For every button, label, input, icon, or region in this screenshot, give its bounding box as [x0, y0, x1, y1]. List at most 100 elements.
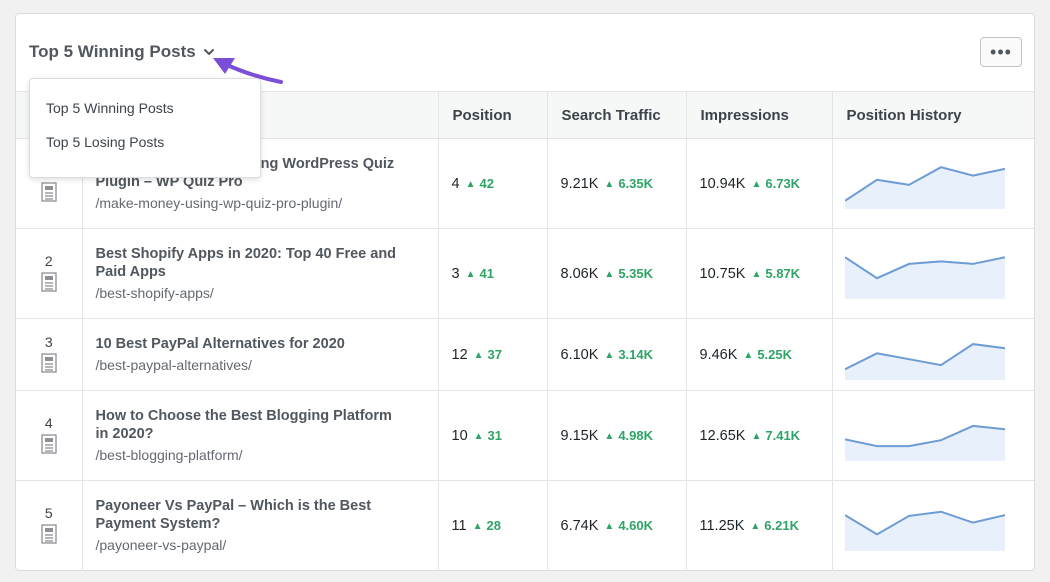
post-filter-dropdown: Top 5 Winning Posts Top 5 Losing Posts — [29, 78, 261, 178]
post-url: /payoneer-vs-paypal/ — [95, 536, 227, 553]
position-history-sparkline — [844, 424, 1005, 461]
post-url: /best-blogging-platform/ — [95, 446, 243, 463]
dropdown-item-losing[interactable]: Top 5 Losing Posts — [46, 134, 165, 150]
table-row: 2 Best Shopify Apps in 2020: Top 40 Free… — [16, 228, 1034, 319]
sparkline-area — [844, 343, 1005, 380]
impressions-cell: 10.75K ▲ 5.87K — [685, 228, 832, 319]
triangle-up-icon: ▲ — [751, 268, 762, 280]
traffic-cell: 9.15K ▲ 4.98K — [546, 390, 686, 481]
sparkline-line — [844, 255, 1005, 279]
impressions-value: 9.46K — [699, 346, 738, 363]
document-icon — [41, 524, 57, 544]
triangle-up-icon: ▲ — [465, 268, 476, 280]
position-cell: 3 ▲ 41 — [437, 228, 547, 319]
document-icon — [41, 181, 57, 202]
position-value: 3 — [451, 265, 460, 282]
impressions-value: 11.25K — [699, 517, 745, 534]
traffic-delta: 3.14K — [618, 346, 654, 362]
sparkline-line — [844, 510, 1005, 536]
impressions-delta: 7.41K — [765, 427, 801, 443]
traffic-cell: 8.06K ▲ 5.35K — [546, 228, 686, 319]
sparkline-area — [844, 166, 1005, 209]
post-url: /make-money-using-wp-quiz-pro-plugin/ — [95, 194, 343, 211]
position-history-sparkline — [844, 165, 1005, 209]
post-url: /best-shopify-apps/ — [95, 284, 214, 301]
triangle-up-icon: ▲ — [750, 520, 761, 532]
traffic-cell: 6.10K ▲ 3.14K — [546, 318, 686, 391]
traffic-delta: 4.98K — [618, 427, 654, 443]
traffic-delta: 5.35K — [618, 265, 654, 281]
rank-cell: 3 — [16, 319, 82, 391]
position-history-cell — [831, 228, 1034, 319]
rank-cell: 5 — [16, 481, 82, 571]
rank-number: 5 — [44, 504, 53, 521]
triangle-up-icon: ▲ — [604, 178, 615, 190]
traffic-value: 9.21K — [560, 175, 599, 192]
rank-cell: 4 — [16, 391, 82, 481]
table-row: 4 How to Choose the Best Blogging Platfo… — [16, 390, 1034, 481]
traffic-cell: 9.21K ▲ 6.35K — [546, 138, 686, 229]
impressions-delta: 6.21K — [764, 517, 799, 533]
position-value: 4 — [451, 175, 460, 192]
position-history-cell — [831, 480, 1034, 571]
impressions-cell: 11.25K ▲ 6.21K — [685, 480, 832, 571]
sparkline-area — [844, 511, 1005, 551]
position-value: 12 — [451, 346, 468, 363]
document-icon — [41, 352, 57, 373]
post-cell: How to Choose the Best Blogging Platform… — [81, 390, 438, 481]
impressions-delta: 5.87K — [765, 265, 801, 281]
post-cell: 10 Best PayPal Alternatives for 2020 /be… — [81, 318, 438, 391]
position-cell: 4 ▲ 42 — [437, 138, 547, 229]
document-icon — [41, 271, 57, 292]
table-row: 5 Payoneer Vs PayPal – Which is the Best… — [16, 480, 1034, 571]
position-header[interactable]: Position — [437, 91, 547, 139]
sparkline-line — [844, 424, 1005, 447]
impressions-cell: 10.94K ▲ 6.73K — [685, 138, 832, 229]
sparkline-line — [844, 165, 1005, 202]
impressions-delta: 6.73K — [765, 175, 801, 191]
traffic-delta: 4.60K — [618, 517, 654, 533]
triangle-up-icon: ▲ — [473, 430, 484, 442]
triangle-up-icon: ▲ — [604, 520, 615, 532]
post-title-link[interactable]: 10 Best PayPal Alternatives for 2020 — [95, 335, 345, 352]
position-delta: 28 — [486, 517, 501, 533]
triangle-up-icon: ▲ — [751, 178, 762, 190]
table-row: 3 10 Best PayPal Alternatives for 2020 /… — [16, 318, 1034, 391]
position-cell: 10 ▲ 31 — [437, 390, 547, 481]
position-value: 10 — [451, 427, 468, 444]
triangle-up-icon: ▲ — [604, 349, 615, 361]
traffic-value: 6.74K — [560, 517, 599, 534]
search-traffic-header[interactable]: Search Traffic — [546, 91, 686, 139]
traffic-value: 9.15K — [560, 427, 599, 444]
traffic-delta: 6.35K — [618, 175, 654, 191]
traffic-value: 6.10K — [560, 346, 599, 363]
rank-cell: 2 — [16, 229, 82, 319]
position-delta: 37 — [487, 346, 503, 362]
ellipsis-icon: ••• — [990, 41, 1012, 62]
winning-posts-card: Top 5 Winning Posts ••• Position Search … — [15, 13, 1035, 571]
more-options-button[interactable]: ••• — [980, 37, 1022, 67]
rank-number: 2 — [44, 252, 53, 269]
post-cell: Payoneer Vs PayPal – Which is the Best P… — [81, 480, 438, 571]
traffic-value: 8.06K — [560, 265, 599, 282]
post-title-link[interactable]: Best Shopify Apps in 2020: Top 40 Free a… — [95, 245, 397, 280]
sparkline-area — [844, 256, 1005, 299]
triangle-up-icon: ▲ — [473, 349, 484, 361]
rank-number: 4 — [44, 414, 53, 431]
traffic-cell: 6.74K ▲ 4.60K — [546, 480, 686, 571]
position-history-sparkline — [844, 510, 1005, 551]
impressions-value: 12.65K — [699, 427, 746, 444]
widget-title-toggle[interactable]: Top 5 Winning Posts — [29, 42, 216, 62]
position-cell: 11 ▲ 28 — [437, 480, 547, 571]
post-url: /best-paypal-alternatives/ — [95, 356, 252, 373]
document-icon — [41, 433, 57, 454]
rank-number: 3 — [44, 333, 53, 350]
triangle-up-icon: ▲ — [743, 349, 754, 361]
dropdown-item-winning[interactable]: Top 5 Winning Posts — [46, 100, 174, 116]
post-title-link[interactable]: How to Choose the Best Blogging Platform… — [95, 407, 392, 442]
impressions-header[interactable]: Impressions — [685, 91, 832, 139]
position-history-cell — [831, 138, 1034, 229]
post-title-link[interactable]: Payoneer Vs PayPal – Which is the Best P… — [95, 497, 372, 532]
impressions-delta: 5.25K — [757, 346, 793, 362]
position-cell: 12 ▲ 37 — [437, 318, 547, 391]
